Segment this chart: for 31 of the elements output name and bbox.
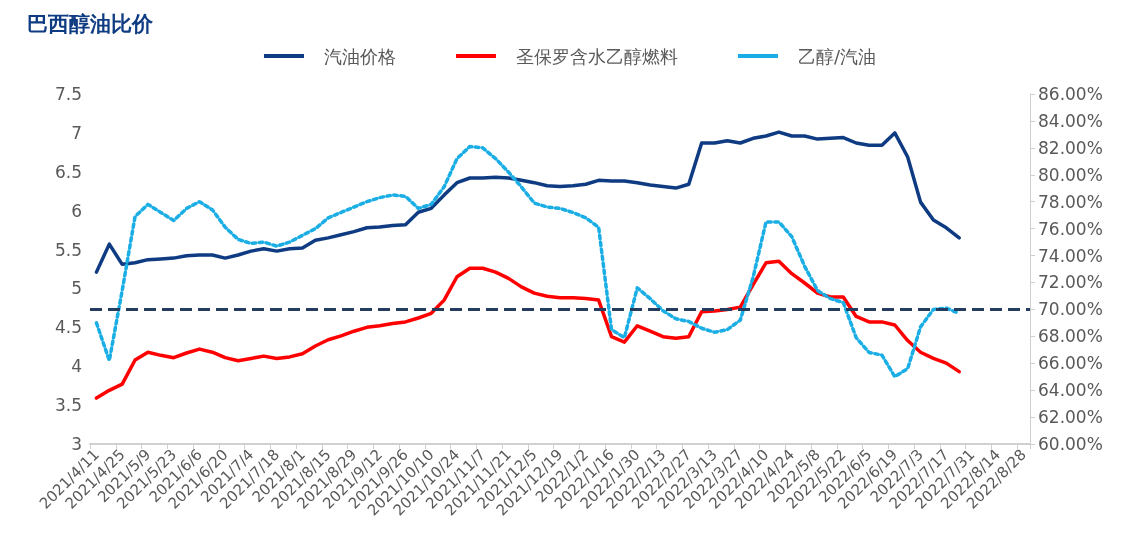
y2-tick-label: 68.00% (1038, 326, 1103, 347)
line-series (94, 144, 961, 379)
y2-tick-label: 78.00% (1038, 191, 1103, 212)
y-tick-label: 4.5 (54, 317, 82, 338)
y2-tick-label: 82.00% (1038, 137, 1103, 158)
y2-tick-label: 84.00% (1038, 110, 1103, 131)
y2-tick-label: 66.00% (1038, 353, 1103, 374)
y2-tick-label: 60.00% (1038, 434, 1103, 454)
legend-label: 乙醇/汽油 (797, 45, 877, 67)
legend-label: 汽油价格 (323, 45, 396, 67)
y-tick-label: 3.5 (54, 395, 82, 416)
y2-tick-label: 80.00% (1038, 164, 1103, 185)
y-tick-label: 5 (71, 278, 82, 299)
y2-tick-label: 86.00% (1038, 84, 1103, 104)
y2-tick-label: 64.00% (1038, 380, 1103, 401)
y-tick-label: 6 (71, 200, 82, 221)
y-tick-label: 7.5 (54, 84, 82, 104)
y-tick-label: 4 (71, 356, 82, 377)
y-tick-label: 6.5 (54, 161, 82, 182)
y-tick-label: 3 (71, 434, 82, 454)
y2-tick-label: 74.00% (1038, 245, 1103, 266)
legend-label: 圣保罗含水乙醇燃料 (515, 45, 678, 67)
chart-title: 巴西醇油比价 (27, 11, 154, 36)
y-tick-label: 7 (71, 122, 82, 143)
y2-tick-label: 62.00% (1038, 407, 1103, 428)
y2-tick-label: 70.00% (1038, 299, 1103, 320)
line-series (94, 130, 961, 274)
line-series (94, 259, 961, 400)
y2-tick-label: 76.00% (1038, 218, 1103, 239)
y-tick-label: 5.5 (54, 239, 82, 260)
y2-tick-label: 72.00% (1038, 272, 1103, 293)
